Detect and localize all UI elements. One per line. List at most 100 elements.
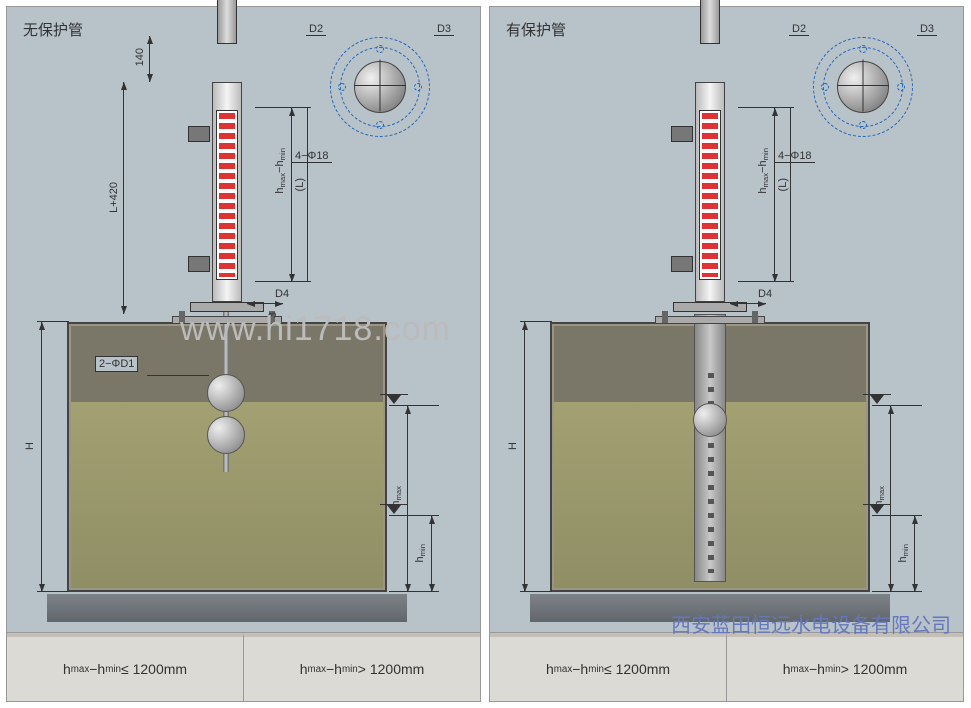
detail-D3-label: D3 (434, 23, 454, 36)
dim-tick (389, 405, 439, 406)
detail-D2-label: D2 (306, 23, 326, 36)
dim-D4 (730, 303, 766, 304)
dim-tick (37, 321, 69, 322)
dim-Lparen: (L) (790, 108, 791, 282)
dim-Lparen-label: (L) (294, 178, 306, 191)
level-marker-min (387, 505, 401, 514)
level-gauge (685, 32, 735, 312)
gauge-top (217, 0, 237, 44)
flange-bolt (662, 311, 668, 323)
callout-D1: 2−ΦD1 (95, 356, 138, 372)
dim-D4-label: D4 (275, 288, 289, 300)
dim-140: 140 (149, 36, 150, 82)
right-diagram: 有保护管 (490, 7, 963, 633)
bolt-hole (376, 45, 384, 53)
bolt-hole (414, 83, 422, 91)
dim-tick (255, 107, 311, 108)
mounting-flange (172, 316, 282, 324)
left-panel: 无保护管 (6, 6, 481, 702)
level-marker-min (870, 505, 884, 514)
centerline (863, 60, 864, 112)
bolt-hole (859, 121, 867, 129)
dim-L-label: hmax−hmin (274, 148, 287, 194)
bolt-hole (859, 45, 867, 53)
dim-tick (389, 515, 439, 516)
dim-hmin: hmin (431, 516, 432, 592)
dim-hmin: hmin (914, 516, 915, 592)
dim-3-label: 3 (267, 312, 279, 318)
dim-140-label: 140 (134, 48, 146, 66)
gauge-top (700, 0, 720, 44)
float-ball-lower (207, 416, 245, 454)
level-gauge (202, 32, 252, 312)
flange-detail: D2 D3 4−Φ18 (310, 27, 450, 157)
footer-cond-b: hmax−hmin > 1200mm (727, 633, 963, 701)
dim-tick (520, 321, 552, 322)
flange-bolt (179, 311, 185, 323)
mount-block (671, 126, 693, 142)
dim-H-label: H (507, 442, 519, 450)
gauge-scale (216, 110, 238, 280)
footer-cond-a: hmax−hmin ≤ 1200mm (490, 633, 727, 701)
mount-block (671, 256, 693, 272)
right-footer: hmax−hmin ≤ 1200mm hmax−hmin > 1200mm (490, 633, 963, 701)
detail-holes-label: 4−Φ18 (292, 150, 332, 163)
dim-H-label: H (24, 442, 36, 450)
dim-hmax: hmax (407, 406, 408, 592)
flange-detail: D2 D3 4−Φ18 (793, 27, 933, 157)
dim-hmin-label: hmin (414, 544, 427, 563)
bolt-hole (821, 83, 829, 91)
dim-tick (389, 591, 439, 592)
gauge-scale (699, 110, 721, 280)
footer-cond-a: hmax−hmin ≤ 1200mm (7, 633, 244, 701)
float-ball-upper (207, 374, 245, 412)
detail-D2-label: D2 (789, 23, 809, 36)
floor-shadow (47, 594, 407, 622)
bolt-hole (897, 83, 905, 91)
dim-hmin-label: hmin (897, 544, 910, 563)
scale-marks (219, 113, 235, 277)
leader-line (147, 375, 209, 376)
bolt-hole (338, 83, 346, 91)
dim-tick (37, 591, 69, 592)
dim-tick (872, 405, 922, 406)
left-footer: hmax−hmin ≤ 1200mm hmax−hmin > 1200mm (7, 633, 480, 701)
detail-holes-label: 4−Φ18 (775, 150, 815, 163)
dim-tick (738, 281, 794, 282)
dim-L: hmax−hmin (291, 108, 292, 282)
dim-tick (255, 281, 311, 282)
left-title: 无保护管 (23, 19, 83, 40)
dim-L-label: hmax−hmin (757, 148, 770, 194)
right-panel: 有保护管 (489, 6, 964, 702)
left-diagram: 无保护管 (7, 7, 480, 633)
company-name: 西安蓝田恒远水电设备有限公司 (671, 609, 951, 638)
mount-block (188, 256, 210, 272)
flange-bolt (752, 311, 758, 323)
centerline (380, 60, 381, 112)
dim-L: hmax−hmin (774, 108, 775, 282)
protection-tube (694, 314, 726, 582)
dim-Lparen: (L) (307, 108, 308, 282)
mount-block (188, 126, 210, 142)
right-title: 有保护管 (506, 19, 566, 40)
dim-L420-label: L+420 (108, 182, 120, 213)
footer-cond-b: hmax−hmin > 1200mm (244, 633, 480, 701)
dim-tick (520, 591, 552, 592)
bolt-hole (376, 121, 384, 129)
scale-marks (702, 113, 718, 277)
dim-D4-label: D4 (758, 288, 772, 300)
dim-H: H (524, 322, 525, 592)
dim-tick (872, 515, 922, 516)
dim-D4 (247, 303, 283, 304)
level-marker-max (387, 395, 401, 404)
dim-tick (872, 591, 922, 592)
dim-Lparen-label: (L) (777, 178, 789, 191)
float-ball (693, 403, 727, 437)
detail-D3-label: D3 (917, 23, 937, 36)
dim-H: H (41, 322, 42, 592)
level-marker-max (870, 395, 884, 404)
dim-tick (738, 107, 794, 108)
mounting-flange (655, 316, 765, 324)
dim-L420: L+420 (123, 82, 124, 314)
dim-hmax: hmax (890, 406, 891, 592)
